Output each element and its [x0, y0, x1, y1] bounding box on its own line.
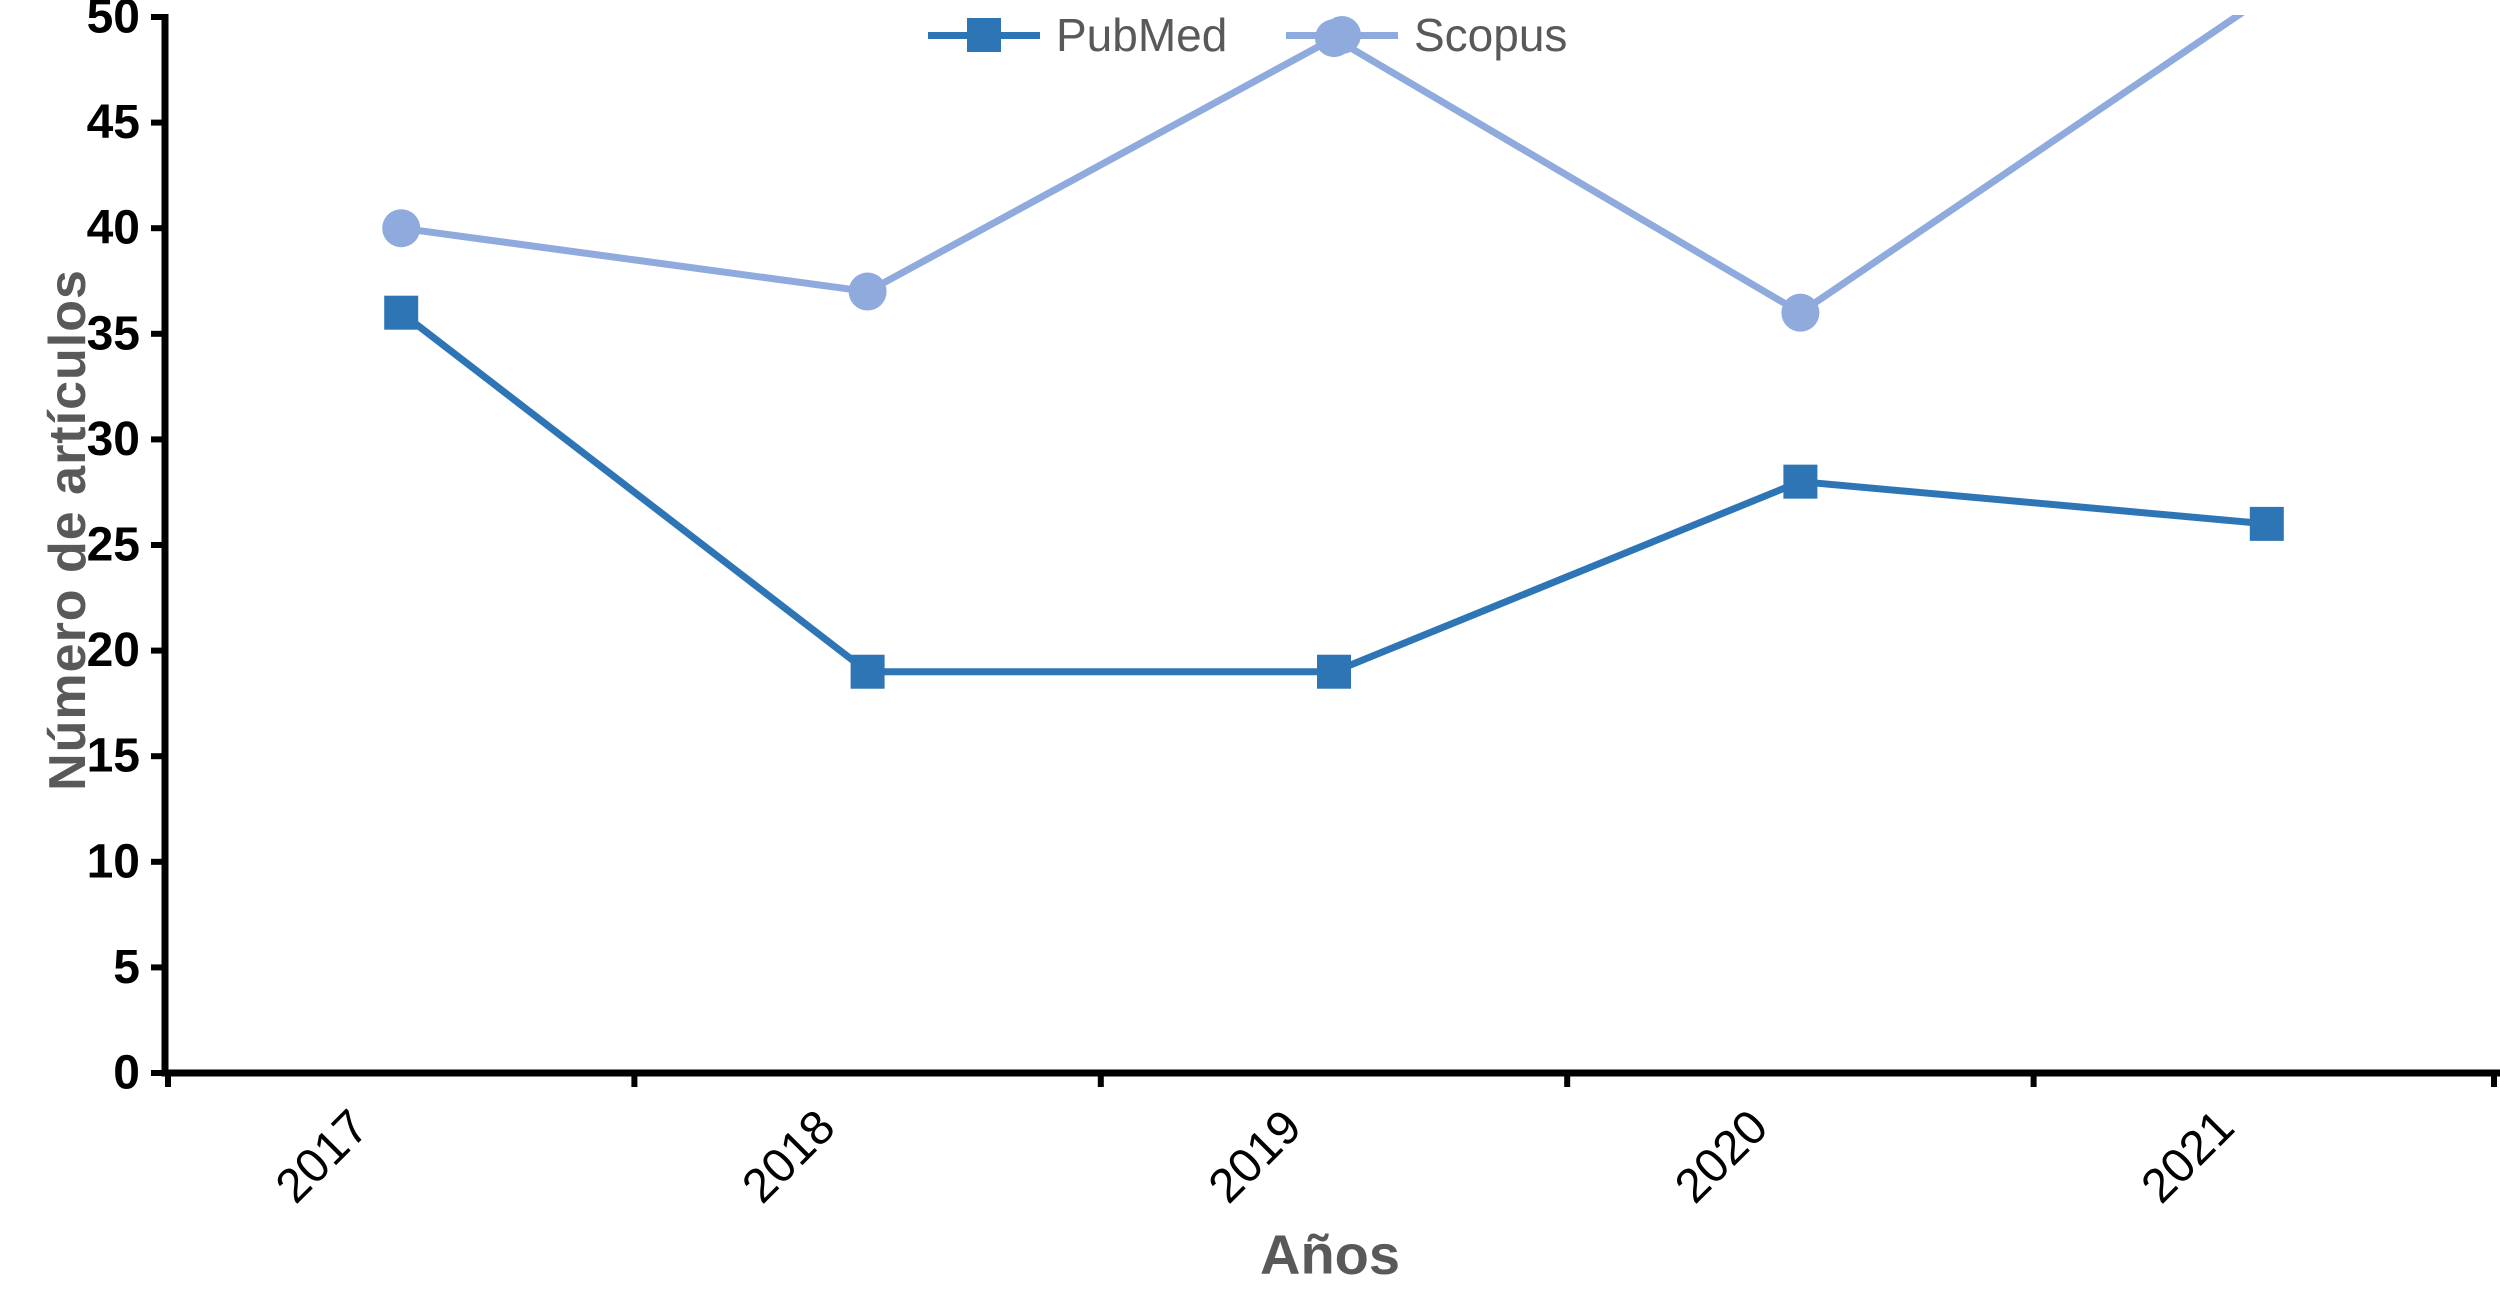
pubmed-point-2017 — [384, 295, 419, 330]
y-tick-label: 15 — [87, 730, 140, 783]
x-tick-mark — [1564, 1073, 1571, 1087]
y-tick-mark — [151, 858, 165, 865]
x-tick-mark — [2491, 1073, 2497, 1087]
y-tick-mark — [151, 436, 165, 443]
y-tick-mark — [151, 542, 165, 548]
x-axis-line — [161, 1069, 2500, 1077]
y-tick-label: 30 — [87, 413, 140, 466]
y-tick-mark — [151, 647, 165, 654]
y-tick-mark — [151, 753, 165, 760]
circle-marker-icon — [1323, 16, 1361, 54]
legend-label-pubmed: PubMed — [1056, 9, 1228, 61]
scopus-point-2017 — [382, 209, 421, 248]
y-tick-label: 25 — [87, 519, 140, 572]
pubmed-point-2020 — [1783, 464, 1818, 499]
y-tick-mark — [151, 1070, 165, 1076]
y-tick-label: 45 — [87, 96, 140, 149]
x-axis-title: Años — [1260, 1223, 1400, 1286]
pubmed-point-2019 — [1317, 654, 1351, 689]
y-axis-title: Número de artículos — [39, 269, 97, 791]
scopus-point-2020 — [1781, 293, 1820, 332]
series-group — [382, 0, 2286, 689]
y-tick-label: 40 — [87, 202, 140, 255]
scopus-point-2021 — [2248, 0, 2286, 15]
pubmed-line — [399, 309, 2268, 676]
scopus-legend-marker — [1286, 12, 1398, 58]
y-tick-mark — [151, 964, 165, 971]
legend-item-scopus: Scopus — [1286, 12, 1567, 58]
x-tick-label-2018: 2018 — [732, 1100, 845, 1213]
legend-label-scopus: Scopus — [1414, 9, 1568, 61]
square-marker-icon — [967, 18, 1001, 52]
y-tick-mark — [151, 330, 165, 337]
pubmed-point-2018 — [850, 654, 885, 689]
x-tick-label-2017: 2017 — [266, 1100, 379, 1213]
scopus-point-2018 — [848, 272, 887, 311]
y-tick-label: 20 — [87, 624, 140, 677]
y-tick-label: 35 — [87, 307, 140, 360]
y-tick-label: 5 — [113, 941, 140, 994]
x-tick-mark — [1097, 1073, 1104, 1087]
legend-item-pubmed: PubMed — [928, 12, 1227, 58]
x-tick-label-2020: 2020 — [1665, 1100, 1778, 1213]
y-tick-label: 0 — [113, 1047, 140, 1100]
y-tick-mark — [151, 119, 165, 126]
pubmed-legend-marker — [928, 12, 1040, 58]
y-tick-label: 10 — [87, 835, 140, 888]
y-tick-label: 50 — [87, 0, 140, 44]
x-tick-mark — [631, 1073, 638, 1087]
x-tick-mark — [165, 1073, 171, 1087]
x-tick-label-2021: 2021 — [2132, 1100, 2245, 1213]
x-tick-label-2019: 2019 — [1199, 1100, 1312, 1213]
x-tick-mark — [2030, 1073, 2037, 1087]
y-tick-mark — [151, 14, 165, 20]
y-tick-mark — [151, 225, 165, 232]
pubmed-point-2021 — [2249, 506, 2284, 541]
